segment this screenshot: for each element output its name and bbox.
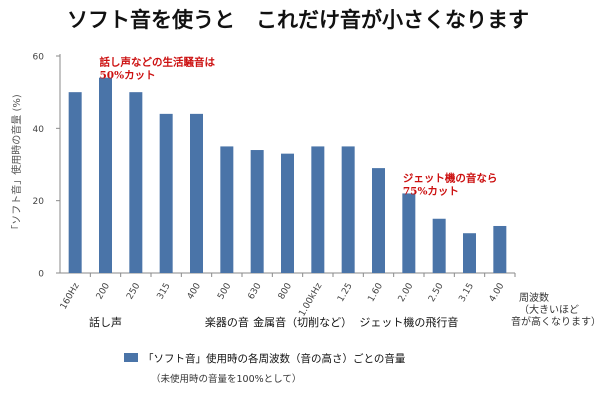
x-tick-label: 800	[277, 281, 294, 301]
bar	[311, 146, 325, 273]
x-tick-label: 1.60	[366, 281, 385, 304]
bar	[99, 77, 112, 273]
chart-legend: 「ソフト音」使用時の各周波数（音の高さ）ごとの音量 （未使用時の音量を100%とし…	[124, 352, 406, 385]
x-tick-label: 630	[247, 281, 264, 301]
bar	[250, 150, 264, 273]
x-axis-title-note: （大きいほど	[519, 303, 579, 316]
bar	[493, 225, 507, 273]
y-tick-label: 40	[33, 125, 45, 135]
y-tick-labels: 0 20 40 60	[33, 53, 60, 280]
bar	[463, 233, 476, 273]
bar	[402, 193, 416, 273]
legend-label: 「ソフト音」使用時の各周波数（音の高さ）ごとの音量	[143, 352, 406, 365]
legend-note: （未使用時の音量を100%として）	[151, 373, 301, 385]
x-tick-label: 160Hz	[59, 281, 82, 311]
y-axis-title: 「ソフト音」使用時の音量 (%)	[10, 94, 23, 235]
category-group-labels: 話し声 楽器の音 金属音（切削など） ジェット機の飛行音	[89, 315, 458, 329]
bar	[68, 92, 82, 274]
group-label: ジェット機の飛行音	[359, 315, 458, 329]
x-tick-label: 400	[186, 281, 203, 301]
x-tick-label: 1.25	[336, 282, 355, 304]
x-tick-label: 250	[125, 281, 142, 301]
y-tick-label: 60	[33, 53, 45, 63]
x-tick-label: 1.00kHz	[297, 281, 324, 318]
group-label: 金属音（切削など）	[253, 315, 352, 329]
bar	[220, 146, 234, 273]
annotation-line: ジェット機の音なら	[403, 171, 498, 184]
x-tick-label: 2.50	[427, 281, 446, 304]
x-tick-label: 3.15	[457, 282, 476, 304]
annotation-line: 75%カット	[403, 185, 459, 197]
y-axis-title-label: 「ソフト音」使用時の音量 (%)	[10, 94, 23, 235]
x-tick-label: 2.00	[397, 281, 416, 304]
x-tick-label: 500	[216, 281, 233, 301]
group-label: 楽器の音	[205, 315, 249, 329]
bar	[432, 218, 446, 273]
y-tick-label: 0	[38, 270, 44, 280]
chart-bars	[68, 77, 507, 274]
x-tick-labels: 160Hz 200 250 315 400 500 630 800 1.00kHz 1.25 1.6…	[59, 273, 516, 318]
bar	[372, 168, 385, 273]
bar	[159, 113, 173, 273]
annotation-line: 話し声などの生活騒音は	[100, 56, 216, 69]
bar	[190, 113, 203, 273]
y-tick-label: 20	[33, 197, 45, 207]
legend-swatch	[124, 353, 138, 362]
x-axis-title-note: 音が高くなります）	[511, 315, 596, 328]
x-tick-label: 4.00	[488, 281, 507, 304]
annotation-line: 50%カット	[100, 70, 156, 82]
bar	[281, 153, 294, 273]
chart-title: ソフト音を使うと これだけ音が小さくなります	[67, 7, 529, 32]
bar	[129, 92, 143, 274]
group-label: 話し声	[89, 315, 122, 329]
bar	[341, 146, 355, 273]
x-tick-label: 200	[95, 281, 112, 301]
x-axis-title-label: 周波数	[519, 291, 549, 304]
x-tick-label: 315	[156, 282, 173, 302]
